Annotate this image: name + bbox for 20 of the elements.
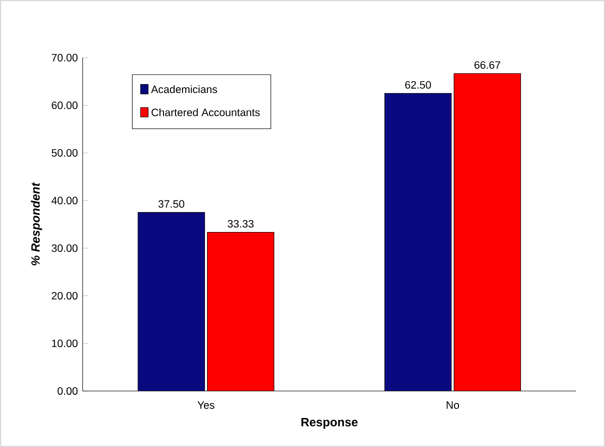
- y-tick-label: 0.00: [58, 387, 78, 395]
- y-tick-label: 20.00: [52, 292, 78, 300]
- data-label: 37.50: [158, 200, 184, 208]
- y-axis-title: % Respondent: [30, 182, 42, 266]
- legend-label: Academicians: [151, 85, 218, 94]
- data-label: 33.33: [228, 220, 254, 228]
- y-tick-label: 40.00: [52, 196, 78, 204]
- data-label: 62.50: [405, 81, 431, 89]
- x-tick-label: Yes: [198, 401, 214, 409]
- y-tick-label: 60.00: [52, 102, 78, 110]
- y-tick-label: 10.00: [52, 340, 78, 348]
- x-tick-label: No: [446, 401, 460, 409]
- y-tick-label: 70.00: [52, 54, 78, 62]
- data-label: 66.67: [474, 61, 500, 69]
- x-axis-title: Response: [301, 418, 358, 429]
- y-tick-label: 50.00: [52, 149, 78, 157]
- y-tick-label: 30.00: [52, 244, 78, 252]
- legend-label: Chartered Accountants: [152, 108, 260, 116]
- bar: [384, 93, 452, 391]
- bar: [138, 212, 205, 391]
